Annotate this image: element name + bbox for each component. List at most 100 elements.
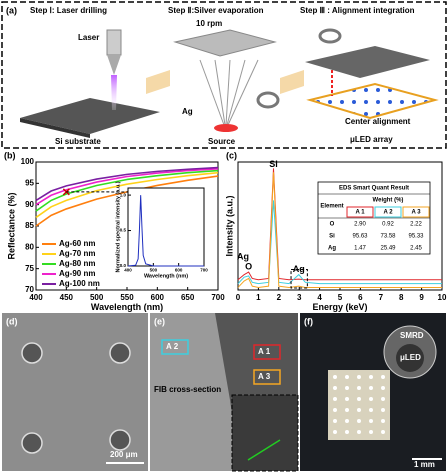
chip-hole (345, 397, 349, 401)
annotation-box (290, 269, 308, 289)
x-axis-label: Wavelength (nm) (91, 302, 163, 312)
x-tick-label: 500 (150, 268, 158, 273)
ag-coil (318, 28, 342, 44)
fib-label: FIB cross-section (154, 385, 221, 394)
chip-hole (357, 397, 361, 401)
y-tick-label: 80 (25, 242, 34, 251)
panel-label: (e) (154, 316, 165, 326)
chip-hole (357, 408, 361, 412)
x-tick-label: 2 (277, 293, 282, 302)
label: Si substrate (55, 137, 101, 146)
column-box (346, 206, 374, 218)
inset-label: μLED (400, 353, 421, 362)
y-tick-label: 90 (25, 200, 34, 209)
scale-bar (106, 462, 144, 464)
x-tick-label: 400 (29, 293, 43, 302)
x-tick-label: 700 (211, 293, 225, 302)
si-substrate (20, 98, 160, 134)
series-line (237, 172, 442, 288)
legend-label: Ag-90 nm (59, 269, 95, 278)
y-tick-label: 100 (21, 157, 35, 166)
table-header: A 3 (411, 210, 421, 216)
chip-hole (333, 419, 337, 423)
holes (21, 342, 131, 454)
table-cell: 95.63 (352, 234, 368, 240)
column-box (402, 206, 430, 218)
chip-hole (333, 430, 337, 434)
x-tick-label: 450 (60, 293, 74, 302)
x-tick-label: 3 (297, 293, 302, 302)
legend-label: Ag-70 nm (59, 249, 95, 258)
table-header: Element (320, 204, 343, 210)
series-line (35, 169, 219, 212)
vapor-paths (199, 59, 259, 126)
panel-label: (d) (6, 316, 18, 326)
x-tick-label: 10 (438, 293, 447, 302)
chip-hole (345, 386, 349, 390)
x-axis-label: Wavelength (nm) (144, 273, 188, 279)
smrd-layer (305, 46, 430, 78)
chip-hole (357, 419, 361, 423)
chip-hole (381, 397, 385, 401)
ag-coil (256, 91, 280, 109)
annotation: Si (269, 159, 278, 169)
series-line (35, 171, 219, 219)
y-tick-label: 85 (25, 221, 34, 230)
legend-label: Ag-100 nm (59, 279, 100, 288)
x-tick-label: 650 (181, 293, 195, 302)
process-arrow (280, 70, 304, 94)
table-cell: O (330, 222, 335, 228)
eds-table: EDS Smart Quant Result Weight (%) Element A… (317, 181, 431, 255)
chip-hole (381, 408, 385, 412)
y-axis-label: Normalized spectral intensity (a.u.) (115, 181, 121, 272)
x-tick-label: 4 (317, 293, 322, 302)
table-cell: 25.49 (380, 246, 396, 252)
x-tick-label: 0 (236, 293, 241, 302)
annotation: Ag (237, 251, 249, 261)
chip-hole (333, 386, 337, 390)
label: μLED array (350, 135, 393, 144)
label: 10 rpm (196, 19, 222, 28)
chip-hole (381, 430, 385, 434)
panel-label: (f) (304, 316, 313, 326)
label: Center alignment (345, 117, 411, 126)
annotation: Ag (293, 264, 305, 274)
chip-hole (357, 386, 361, 390)
table-header: A 2 (383, 210, 393, 216)
table-cell: 2.22 (410, 222, 422, 228)
panel-label: (c) (226, 150, 237, 160)
table-cell: 95.33 (408, 234, 424, 240)
series-line (237, 200, 442, 285)
chip-hole (369, 408, 373, 412)
region-label: A 2 (166, 342, 179, 351)
x-tick-label: 600 (175, 268, 183, 273)
chip-hole (369, 375, 373, 379)
panel-label: (a) (6, 5, 17, 15)
marker (62, 188, 70, 196)
legend-label: Ag-80 nm (59, 259, 95, 268)
x-tick-label: 600 (151, 293, 165, 302)
table-cell: 0.92 (382, 222, 394, 228)
fib-inset (231, 394, 299, 472)
table-cell: Si (329, 234, 335, 240)
chip-hole (369, 419, 373, 423)
chip-hole (357, 375, 361, 379)
chip-hole (333, 375, 337, 379)
region-box (253, 344, 281, 360)
chip-hole (369, 430, 373, 434)
region-box (253, 369, 281, 385)
x-tick-label: 500 (90, 293, 104, 302)
label: Ag (182, 107, 193, 116)
scale-label: 200 μm (110, 450, 138, 459)
y-tick-label: 0.0 (120, 263, 127, 268)
x-tick-label: 5 (338, 293, 343, 302)
x-tick-label: 7 (379, 293, 384, 302)
chip-hole (345, 430, 349, 434)
x-tick-label: 1 (256, 293, 261, 302)
laser-head (106, 29, 122, 56)
y-tick-label: 0.5 (120, 228, 127, 233)
table-cell: 73.58 (380, 234, 396, 240)
rotating-plate (173, 29, 277, 57)
inset-label: SMRD (400, 331, 424, 340)
